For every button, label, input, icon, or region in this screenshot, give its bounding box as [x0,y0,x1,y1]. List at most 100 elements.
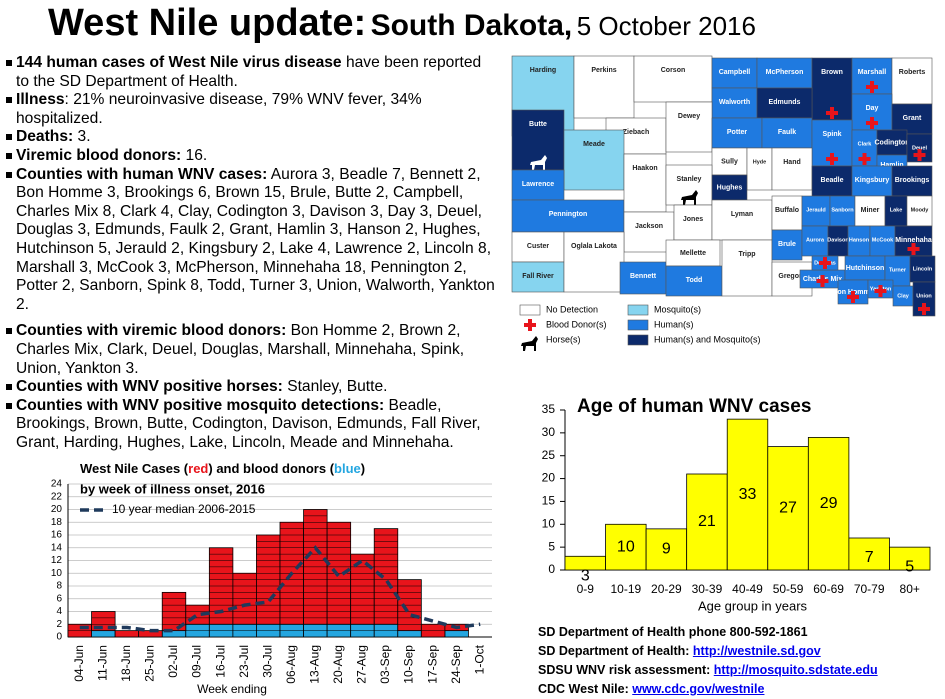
county-label: Butte [529,121,547,128]
x-axis-label: Age group in years [698,598,808,613]
county-label: Custer [527,243,549,250]
contact: CDC West Nile: www.cdc.gov/westnile [538,680,878,699]
donor-marker [918,303,930,315]
county [665,265,723,297]
contact-link[interactable]: www.cdc.gov/westnile [632,682,765,696]
county [711,199,773,241]
contacts: SD Department of Health phone 800-592-18… [538,623,878,699]
y-tick-label: 10 [542,516,556,530]
x-tick-label: 30-39 [692,582,723,596]
county [511,261,565,293]
county-label: Sanborn [831,207,854,213]
donor-marker [819,257,831,269]
donor-marker [866,81,878,93]
county-label: McPherson [766,69,804,76]
county-label: Harding [530,67,556,74]
county [563,129,625,191]
legend-label: 10 year median 2006-2015 [112,502,256,516]
bullet-heading: Viremic blood donors: [16,146,182,164]
data-label: 33 [739,486,757,503]
bullet: Illness: 21% neuroinvasive disease, 79% … [6,91,496,128]
x-tick-label: 02-Jul [166,645,180,678]
county [801,195,831,227]
bullet-text: Aurora 3, Beadle 7, Bennett 2, Bon Homme… [16,165,495,313]
place: South Dakota, [370,9,573,42]
bar [91,630,116,638]
bullet-heading: Counties with WNV positive horses: [16,378,283,396]
county-label: Codington [875,139,910,146]
county [906,133,933,163]
x-tick-label: 10-Sep [402,645,416,684]
y-tick-label: 0 [56,632,62,643]
x-tick-label: 50-59 [773,582,804,596]
bullet-heading: Deaths: [16,128,74,146]
legend-swatch [519,304,541,316]
county-label: Spink [822,131,841,138]
x-tick-label: 25-Jun [143,645,157,682]
y-tick-label: 30 [542,425,556,439]
county-label: Todd [686,277,703,284]
bar [114,630,140,638]
bullet-text: Bon Homme 2, Brown 2, Charles Mix, Clark… [16,322,465,377]
donor-marker [826,107,838,119]
county-label: Dewey [678,113,700,120]
contact-label: CDC West Nile: [538,682,633,696]
county-label: Buffalo [775,207,799,214]
x-tick-label: 1-Oct [472,644,486,674]
legend-label: Human(s) [654,319,694,329]
county [721,239,773,297]
county [511,169,565,201]
donor-marker [816,275,829,287]
y-tick-label: 8 [56,581,62,592]
county-label: Clay [897,293,910,299]
legend-cross [524,319,536,331]
county [619,261,667,295]
county-label: Fall River [522,273,554,280]
bullet: Deaths: 3. [6,128,496,147]
county-label: Brule [778,241,796,248]
chart-title: Age of human WNV cases [577,396,811,417]
donor-marker [913,149,926,161]
contact-label: SD Department of Health: [538,644,693,658]
county-label: Minnehaha [895,237,932,244]
county-label: Ziebach [623,129,649,136]
contact-link[interactable]: http://westnile.sd.gov [692,644,821,658]
x-tick-label: 04-Jun [72,645,86,682]
county-label: Jackson [635,223,663,230]
contact-link[interactable]: http://mosquito.sdstate.edu [713,663,878,677]
county-label: Tripp [738,251,755,258]
county-label: Marshall [858,69,886,76]
title-part: blue [334,461,361,476]
contact-label: SDSU WNV risk assessment: [538,663,714,677]
bar [726,418,769,571]
county-label: Stanley [677,176,702,183]
bullet-text: have been reported to the SD Department … [16,54,482,90]
chart-title: West Nile Cases (red) and blood donors (… [80,461,365,476]
county-label: Oglala Lakota [571,243,617,250]
county-label: Brookings [895,177,930,184]
horse-marker [530,155,547,170]
x-tick-label: 0-9 [577,582,595,596]
county-label: Lincoln [913,266,933,272]
county-label: Hand [783,159,801,166]
data-label: 5 [905,558,914,575]
county-label: Haakon [632,165,657,172]
county [771,147,813,191]
donor-marker [847,291,859,303]
bullet-text: Stanley, Butte. [282,378,388,396]
data-label: 21 [698,513,716,530]
title-part: ) and blood donors ( [208,461,334,476]
x-tick-label: 03-Sep [378,645,392,684]
county [711,117,763,149]
page-title: West Nile update: South Dakota, 5 Octobe… [48,2,756,45]
bullet-heading: Counties with viremic blood donors: [16,322,287,340]
data-label: 27 [779,500,797,517]
donor-marker [907,243,920,255]
legend-horse [521,336,538,351]
county-label: Turner [889,267,907,273]
horse-marker [681,190,698,205]
county [563,231,625,293]
median-line [79,545,481,633]
county-label: Aurora [806,237,825,243]
